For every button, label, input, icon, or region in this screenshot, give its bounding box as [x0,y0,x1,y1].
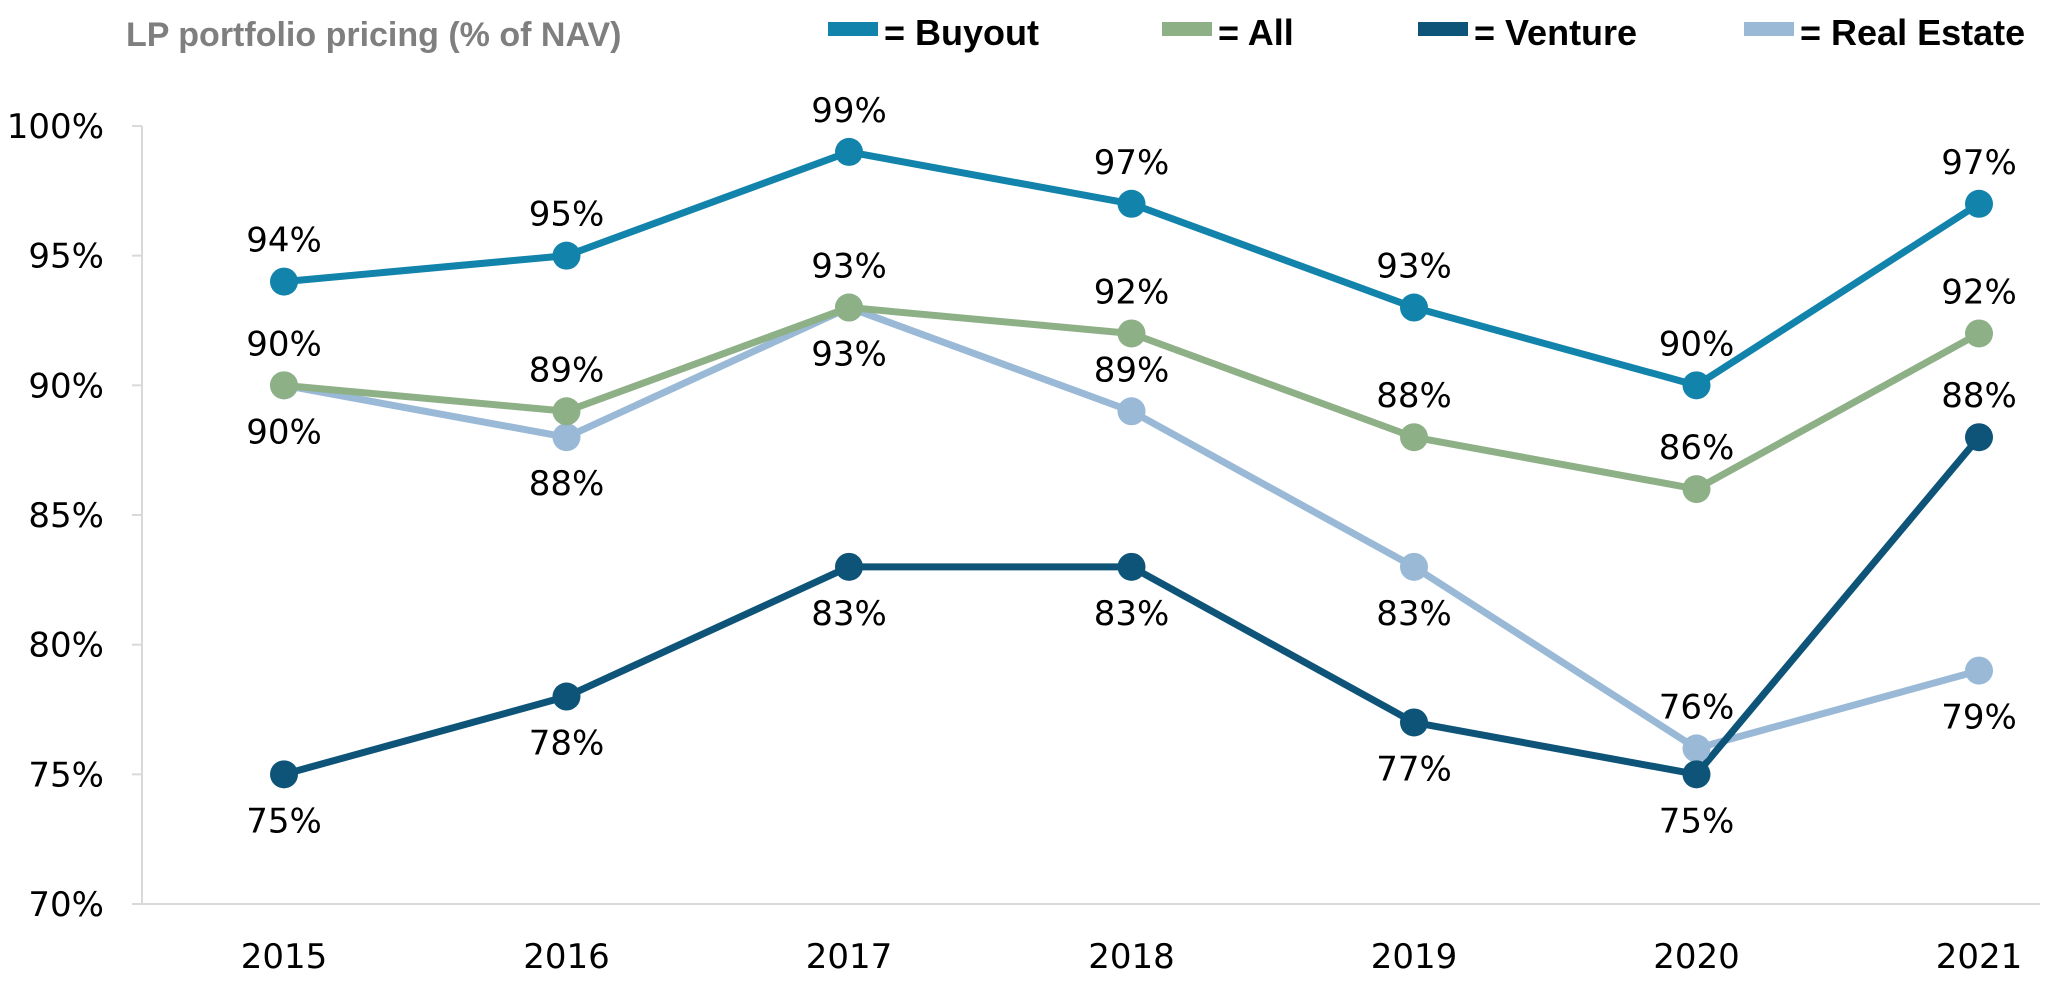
x-tick-label: 2015 [241,937,328,977]
point-venture [1400,708,1428,737]
y-tick-label: 75% [28,755,104,795]
point-venture [270,760,298,789]
x-tick-label: 2017 [806,937,893,977]
series-layer [270,137,1993,789]
data-label-real-estate: 79% [1941,698,2017,738]
legend-item-venture: = Venture [1418,12,1637,53]
point-venture [1965,423,1993,452]
data-label-real-estate: 93% [811,335,887,375]
data-label-buyout: 93% [1376,247,1452,287]
point-all [835,293,863,322]
data-label-buyout: 99% [811,91,887,131]
point-venture [835,552,863,581]
point-buyout [552,241,581,270]
data-labels: 90% 88% 93% 89% 83% 76% 79% 75% 78% 83% 83% 77% 75% 8… [246,91,2017,841]
data-label-real-estate: 88% [529,464,605,504]
data-label-venture: 78% [529,724,605,764]
x-tick-label: 2019 [1371,937,1458,977]
point-real-estate [1965,656,1993,685]
data-label-all: 86% [1659,428,1735,468]
point-buyout [270,267,298,296]
data-label-venture: 88% [1941,376,2017,416]
point-real-estate [1117,397,1146,426]
axes: 70% 75% 80% 85% 90% 95% 100% 2015 2016 2017 2018 20… [7,107,2040,977]
point-real-estate [1682,734,1711,763]
data-label-real-estate: 83% [1376,594,1452,634]
data-label-all: 92% [1941,272,2017,312]
data-label-venture: 75% [246,801,322,841]
chart-title: LP portfolio pricing (% of NAV) [126,16,621,54]
data-label-venture: 83% [811,594,887,634]
y-tick-label: 100% [7,107,104,147]
point-all [1400,423,1428,452]
legend-label: = Buyout [884,12,1039,53]
point-real-estate [552,423,581,452]
data-label-venture: 83% [1094,594,1170,634]
legend-item-all: = All [1162,12,1294,53]
legend: = Buyout = All = Venture = Real Estate [828,12,2025,53]
y-tick-label: 95% [28,237,104,277]
data-label-buyout: 90% [1659,324,1735,364]
point-venture [1682,760,1711,789]
point-buyout [835,137,863,166]
legend-label: = Real Estate [1800,12,2025,53]
y-tick-label: 80% [28,626,104,666]
legend-item-buyout: = Buyout [828,12,1039,53]
x-tick-label: 2018 [1088,937,1175,977]
x-tick-label: 2021 [1936,937,2023,977]
y-tick-label: 70% [28,885,104,925]
legend-swatch [1418,22,1468,36]
legend-swatch [1162,22,1212,36]
y-tick-label: 85% [28,496,104,536]
legend-swatch [1744,22,1794,36]
legend-label: = All [1218,12,1294,53]
x-tick-label: 2020 [1653,937,1740,977]
data-label-real-estate: 90% [246,412,322,452]
data-label-buyout: 94% [246,221,322,261]
data-label-all: 88% [1376,376,1452,416]
x-tick-label: 2016 [523,937,610,977]
data-label-buyout: 95% [529,195,605,235]
data-label-real-estate: 76% [1659,687,1735,727]
data-label-all: 92% [1094,272,1170,312]
data-label-real-estate: 89% [1094,350,1170,390]
point-all [552,397,581,426]
data-label-venture: 77% [1376,749,1452,789]
data-label-all: 93% [811,247,887,287]
legend-swatch [828,22,878,36]
data-label-all: 90% [246,324,322,364]
point-buyout [1682,371,1711,400]
legend-label: = Venture [1474,12,1637,53]
point-real-estate [1400,552,1428,581]
point-all [1117,319,1146,348]
point-venture [552,682,581,711]
point-venture [1117,552,1146,581]
data-label-all: 89% [529,350,605,390]
legend-item-real-estate: = Real Estate [1744,12,2025,53]
y-tick-label: 90% [28,366,104,406]
point-buyout [1117,189,1146,218]
point-buyout [1965,189,1993,218]
point-all [1965,319,1993,348]
point-buyout [1400,293,1428,322]
data-label-venture: 75% [1659,801,1735,841]
data-label-buyout: 97% [1941,143,2017,183]
data-label-buyout: 97% [1094,143,1170,183]
point-all [1682,475,1711,504]
point-all [270,371,298,400]
